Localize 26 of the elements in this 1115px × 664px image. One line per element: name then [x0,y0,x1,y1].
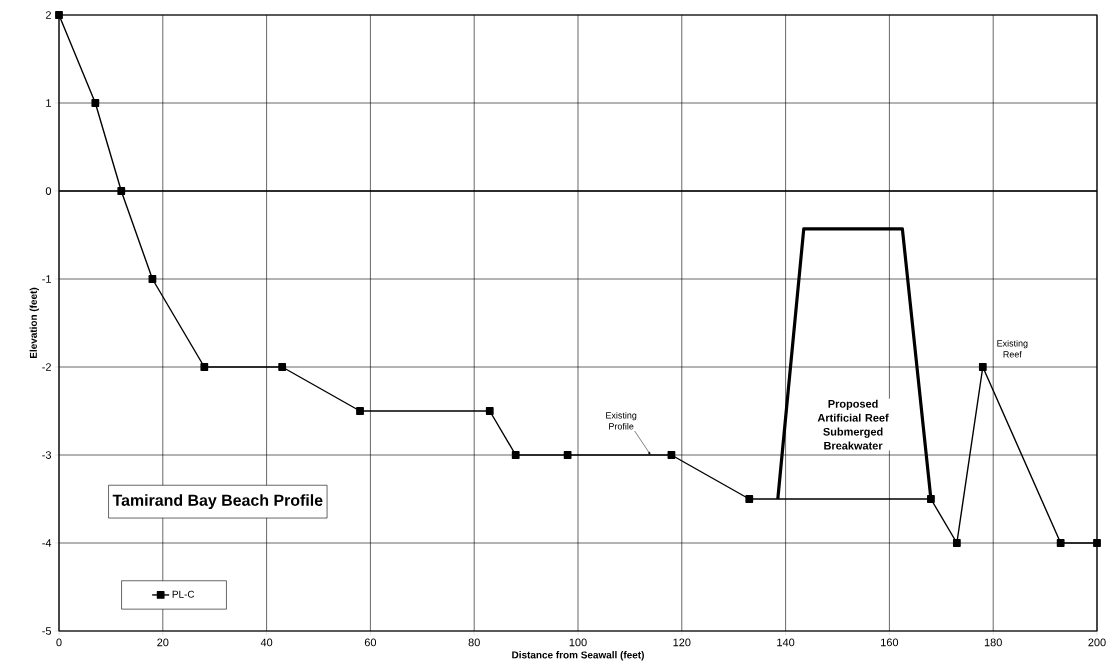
y-tick-label: -5 [42,627,52,635]
x-tick-label: 180 [984,638,1002,647]
annotation: Existing Profile [606,411,637,430]
y-tick-label: -4 [42,539,52,547]
text: Tamirand Bay Beach Profile [112,494,323,510]
x-tick-label: 20 [157,638,169,647]
x-tick-label: 100 [569,638,587,647]
x-axis-title: Distance from Seawall (feet) [512,651,644,661]
y-tick-label: -3 [42,451,52,459]
y-tick-label: -2 [42,363,51,371]
x-tick-label: 140 [777,638,795,647]
y-tick-label: 2 [45,11,51,19]
legend-label: PL-C [172,590,195,598]
y-tick-label: -1 [42,275,51,283]
y-tick-label: 1 [46,99,51,107]
y-axis-title: Elevation (feet) [29,287,39,359]
y-tick-label: 0 [45,187,52,195]
x-tick-label: 120 [673,638,691,647]
x-tick-label: 0 [56,638,62,647]
annotation: Existing Reef [997,339,1028,358]
x-tick-label: 80 [468,638,480,647]
annotation: Proposed Artificial Reef Submerged Breakwater [817,399,889,450]
x-tick-label: 60 [364,638,377,647]
x-tick-label: 200 [1088,638,1106,647]
x-tick-label: 40 [260,638,273,647]
x-tick-label: 160 [881,638,899,647]
